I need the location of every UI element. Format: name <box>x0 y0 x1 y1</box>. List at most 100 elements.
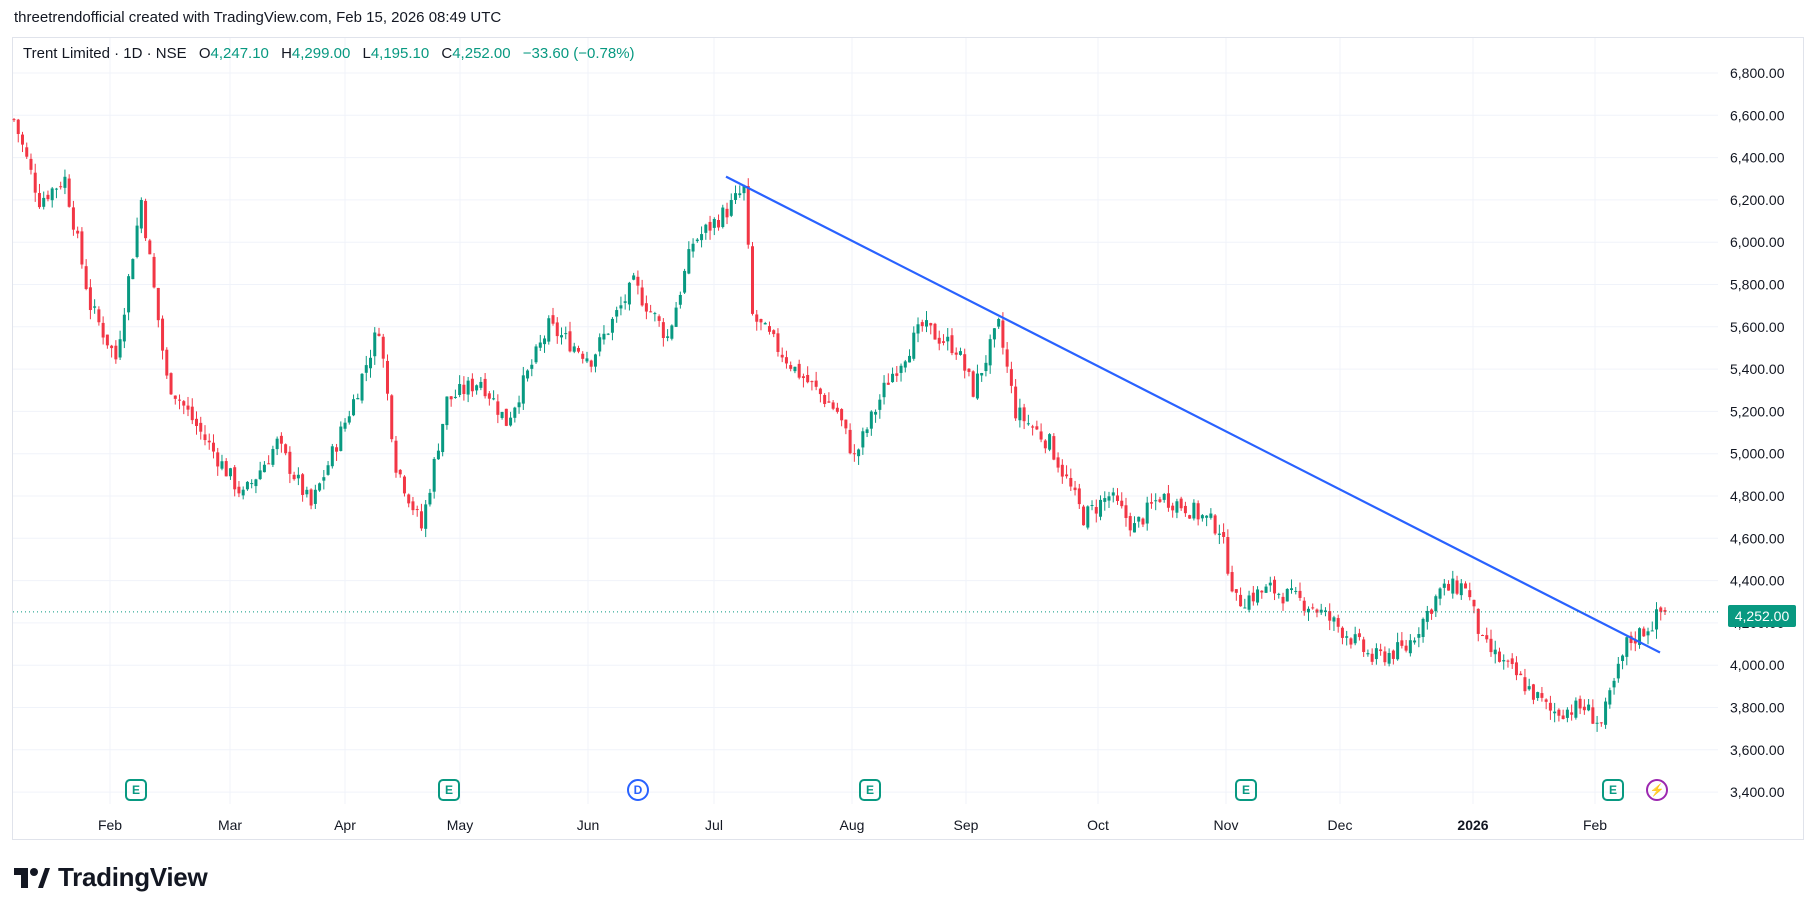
candle-body <box>937 337 941 344</box>
candle-body <box>1026 423 1030 425</box>
candle-body <box>874 411 878 415</box>
y-tick-label: 4,000.00 <box>1730 657 1785 673</box>
open-value: 4,247.10 <box>210 45 269 62</box>
y-tick-label: 3,800.00 <box>1730 700 1785 716</box>
candle-body <box>619 305 623 309</box>
candle-body <box>173 395 177 399</box>
earnings-marker[interactable]: E <box>1235 779 1257 801</box>
candle-body <box>1226 537 1230 574</box>
symbol-legend[interactable]: Trent Limited · 1D · NSE O4,247.10 H4,29… <box>23 45 635 62</box>
earnings-marker[interactable]: E <box>859 779 881 801</box>
candle-body <box>1290 588 1294 591</box>
earnings-marker[interactable]: E <box>125 779 147 801</box>
candle-body <box>275 438 279 450</box>
candle-body <box>470 378 474 392</box>
candle-body <box>483 378 487 397</box>
flash-event-icon[interactable]: ⚡ <box>1646 779 1668 801</box>
candle-body <box>301 474 305 495</box>
candle-body <box>606 333 610 335</box>
candle-body <box>1065 474 1069 477</box>
candle-body <box>313 489 317 504</box>
candle-body <box>1060 464 1064 477</box>
candle-body <box>322 477 326 481</box>
candle-body <box>487 393 491 399</box>
candle-body <box>1472 599 1476 607</box>
candle-body <box>1234 589 1238 593</box>
candle-body <box>211 442 215 452</box>
candle-body <box>1621 655 1625 662</box>
candle-body <box>80 231 84 265</box>
candle-body <box>1243 607 1247 609</box>
candle-body <box>339 426 343 451</box>
candle-body <box>343 422 347 429</box>
candle-body <box>1171 505 1175 511</box>
candle-body <box>318 483 322 491</box>
candle-body <box>882 382 886 398</box>
candle-body <box>784 357 788 364</box>
candle-body <box>1391 650 1395 659</box>
candle-body <box>360 373 364 401</box>
last-price-tag: 4,252.00 <box>1728 605 1796 627</box>
candle-body <box>1323 610 1327 613</box>
candle-body <box>1595 722 1599 724</box>
candle-body <box>394 440 398 473</box>
x-tick-label: Sep <box>954 817 979 833</box>
dividend-marker[interactable]: D <box>627 779 649 801</box>
candle-body <box>712 219 716 228</box>
candle-body <box>165 349 169 376</box>
candle-body <box>292 474 296 480</box>
candle-body <box>534 346 538 363</box>
x-tick-label: Mar <box>218 817 242 833</box>
candle-body <box>683 270 687 293</box>
candle-body <box>492 398 496 400</box>
close-value: 4,252.00 <box>452 45 511 62</box>
candle-body <box>793 366 797 372</box>
candle-body <box>666 336 670 338</box>
candle-body <box>63 176 67 188</box>
candle-body <box>657 316 661 321</box>
candle-body <box>105 334 109 346</box>
x-tick-label: Jun <box>577 817 600 833</box>
candle-body <box>615 310 619 317</box>
candle-body <box>1366 653 1370 655</box>
candle-body <box>1115 495 1119 501</box>
earnings-marker[interactable]: E <box>1602 779 1624 801</box>
candle-body <box>1035 426 1039 430</box>
candle-body <box>975 373 979 399</box>
trendline <box>725 175 1661 654</box>
candle-body <box>1022 407 1026 422</box>
candle-body <box>1502 660 1506 662</box>
candle-body <box>933 323 937 340</box>
candle-body <box>347 416 351 423</box>
candle-body <box>330 446 334 467</box>
earnings-marker[interactable]: E <box>438 779 460 801</box>
candle-body <box>1213 515 1217 534</box>
candle-body <box>364 365 368 373</box>
candle-body <box>912 332 916 359</box>
candle-body <box>97 309 101 323</box>
candle-body <box>1578 698 1582 709</box>
candle-body <box>335 447 339 452</box>
candle-body <box>1353 634 1357 644</box>
candle-body <box>1599 722 1603 724</box>
candle-body <box>1281 596 1285 604</box>
candle-body <box>644 303 648 312</box>
candle-body <box>16 119 20 135</box>
candle-body <box>517 402 521 408</box>
candle-body <box>891 373 895 383</box>
candle-body <box>254 479 258 487</box>
candle-body <box>831 402 835 409</box>
candle-body <box>1302 600 1306 611</box>
candle-body <box>1506 660 1510 662</box>
candle-body <box>156 287 160 321</box>
candle-body <box>1370 653 1374 662</box>
candle-body <box>963 354 967 371</box>
candle-body <box>521 375 525 404</box>
candle-body <box>195 418 199 426</box>
candle-body <box>1527 686 1531 690</box>
candle-body <box>1476 608 1480 634</box>
candle-body <box>513 407 517 418</box>
candle-body <box>407 494 411 504</box>
tradingview-logo[interactable]: TradingView <box>14 862 208 893</box>
